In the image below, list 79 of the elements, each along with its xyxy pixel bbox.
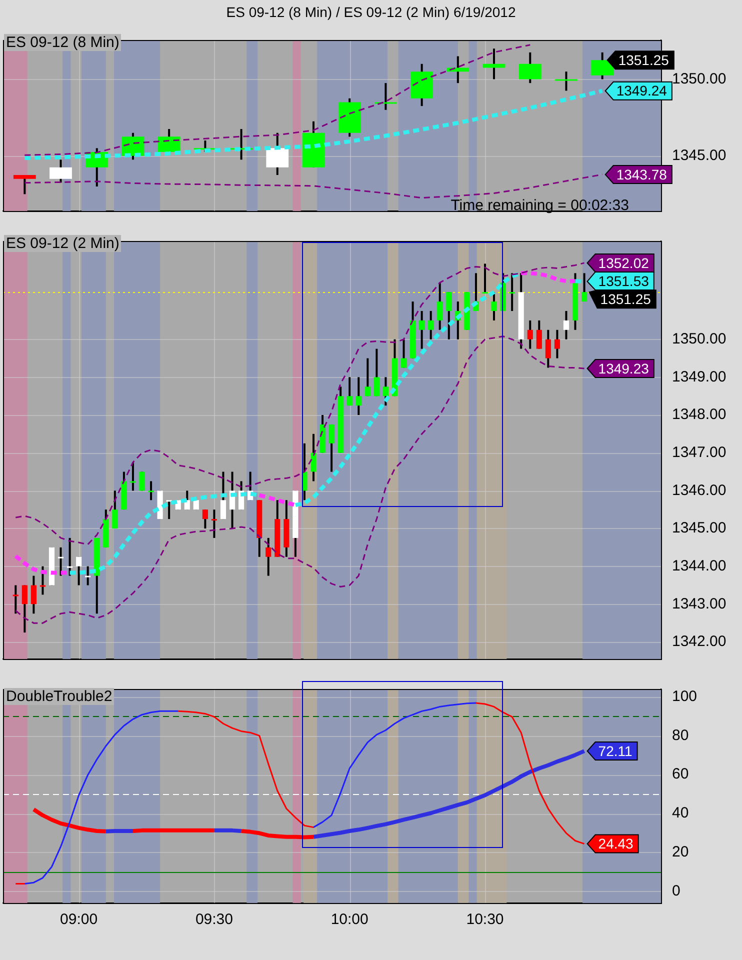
candlestick (310, 432, 316, 482)
candlestick (220, 470, 226, 520)
line-series (14, 336, 586, 624)
text: 1351.25 (618, 52, 669, 68)
candlestick (67, 536, 73, 577)
y-tick-label: 1345.00 (672, 146, 726, 164)
candlestick (13, 174, 36, 196)
chart-title: ES 09-12 (8 Min) / ES 09-12 (2 Min) 6/19/2012 (225, 3, 517, 22)
y-tick-label: 1346.00 (672, 482, 726, 499)
y-tick-label: 1343.00 (672, 595, 726, 612)
data-label: 1349.23 (598, 360, 650, 376)
data-label: 24.43 (598, 836, 634, 852)
y-tick-label: 1348.00 (672, 406, 726, 424)
y-tick-label: 1342.00 (672, 633, 726, 650)
line-series (24, 174, 604, 199)
x-tick-label: 09:30 (195, 911, 233, 928)
candlestick (211, 508, 218, 539)
candlestick (76, 556, 82, 586)
text: 1351.25 (600, 290, 651, 307)
data-label: 1351.53 (598, 272, 650, 289)
candlestick (545, 328, 551, 369)
chart-subtitle: ES 09-12 (8 Min) (4, 34, 122, 51)
candlestick (40, 565, 46, 596)
candlestick (202, 508, 208, 530)
y-tick-label: 1345.00 (672, 520, 726, 537)
candlestick (527, 319, 533, 350)
annotation: Time remaining = 00:02:33 (450, 197, 629, 214)
y-tick-label: 40 (672, 804, 689, 822)
candlestick (374, 348, 380, 398)
data-label: 1352.02 (598, 254, 650, 271)
candlestick (148, 480, 154, 502)
data-label: 1343.78 (616, 166, 668, 182)
y-tick-label: 1347.00 (672, 444, 726, 461)
chart-title: DoubleTrouble2 (4, 688, 114, 705)
candlestick (85, 565, 91, 586)
candlestick (400, 338, 407, 369)
candlestick (446, 55, 470, 84)
candlestick (346, 376, 352, 407)
y-tick-label: 80 (672, 726, 689, 744)
candlestick (555, 70, 578, 92)
data-label: 1349.24 (616, 82, 668, 99)
candlestick (364, 357, 370, 398)
data-label: 72.11 (598, 742, 632, 759)
y-tick-label: 20 (672, 844, 689, 861)
candlestick (482, 48, 506, 80)
x-tick-label: 10:30 (466, 911, 504, 928)
y-tick-label: 1350.00 (672, 330, 726, 348)
candlestick (446, 291, 452, 340)
candlestick (554, 328, 560, 360)
candlestick (130, 461, 136, 492)
candlestick (12, 584, 18, 615)
y-tick-label: 60 (672, 766, 689, 783)
x-tick-label: 09:00 (60, 911, 98, 928)
candlestick (509, 272, 515, 312)
x-tick-label: 10:00 (330, 911, 368, 928)
candlestick (518, 51, 542, 84)
chart-title: ES 09-12 (2 Min) (4, 235, 122, 252)
candlestick (428, 310, 434, 340)
y-tick-label: 0 (672, 882, 680, 900)
candlestick (419, 310, 425, 350)
candlestick (437, 282, 443, 331)
candlestick (482, 262, 488, 294)
candlestick (491, 291, 497, 322)
candlestick (112, 490, 118, 530)
y-tick-label: 1350.00 (672, 70, 726, 88)
candlestick (382, 376, 388, 407)
y-tick-label: 1349.00 (672, 368, 726, 386)
candlestick (536, 319, 542, 350)
candlestick (30, 574, 36, 615)
candlestick (328, 423, 334, 473)
y-tick-label: 1344.00 (672, 557, 726, 574)
y-tick-label: 100 (672, 688, 698, 705)
candlestick (22, 584, 28, 634)
candlestick (356, 376, 362, 416)
candlestick (266, 132, 289, 176)
candlestick (58, 546, 64, 577)
candlestick (266, 536, 272, 577)
candlestick (563, 310, 570, 340)
candlestick (50, 158, 72, 184)
